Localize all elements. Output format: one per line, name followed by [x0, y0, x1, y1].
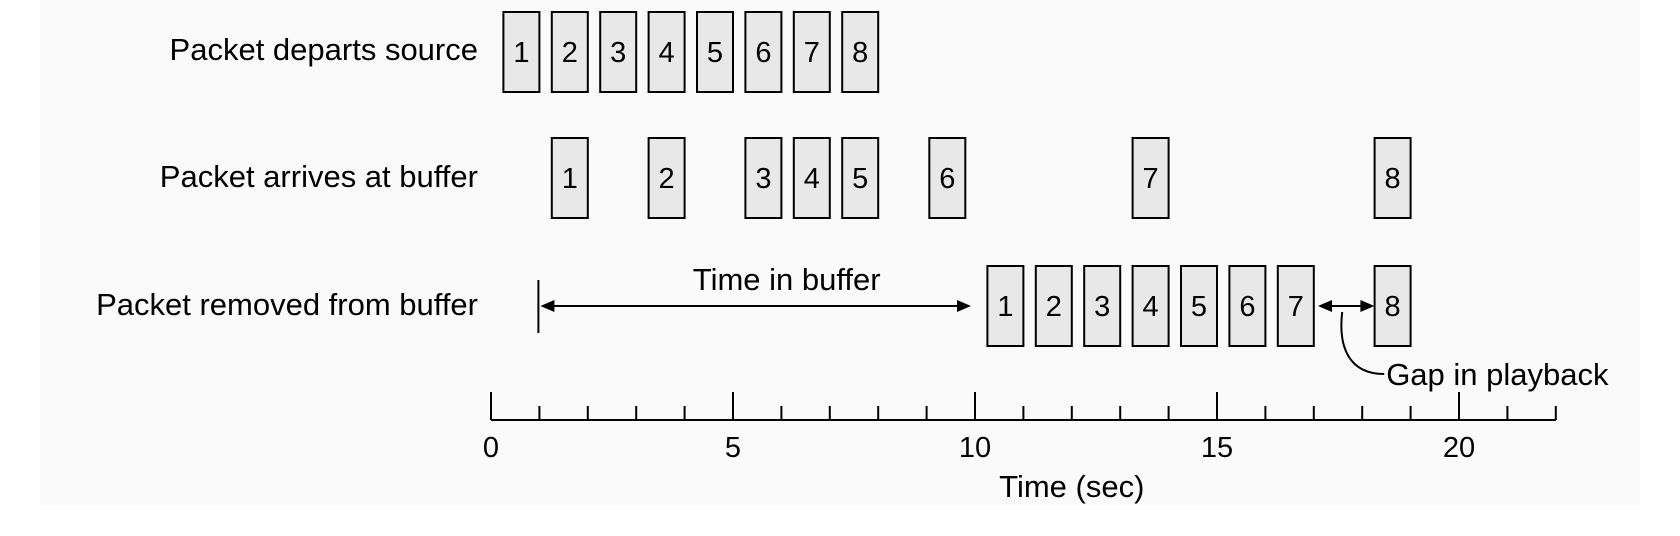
time-in-buffer-annotation: Time in buffer — [537, 262, 971, 333]
packet-departs-7: 7 — [792, 11, 831, 93]
packet-removed-4: 4 — [1131, 265, 1170, 347]
tick-label-10: 10 — [959, 432, 991, 464]
packet-boxes: 1 2 3 4 5 6 7 81 2 3 4 5 6 7 81 2 3 4 5 6 7 8 — [502, 11, 1412, 347]
diagram-background — [40, 0, 1640, 505]
packet-number: 4 — [1143, 291, 1159, 323]
packet-box — [647, 11, 686, 93]
packet-number: 6 — [755, 37, 771, 69]
packet-departs-4: 4 — [647, 11, 686, 93]
packet-box — [1373, 137, 1412, 219]
packet-number: 8 — [1385, 291, 1401, 323]
packet-number: 4 — [659, 37, 675, 69]
row-label-departs: Packet departs source — [170, 32, 478, 67]
packet-removed-8: 8 — [1373, 265, 1412, 347]
packet-removed-1: 1 — [986, 265, 1025, 347]
time-axis: 0 5 10 15 20 Time (sec) — [483, 392, 1557, 504]
packet-removed-2: 2 — [1034, 265, 1073, 347]
gap-arrowhead-right — [1360, 300, 1375, 312]
packet-number: 1 — [513, 37, 529, 69]
packet-departs-5: 5 — [696, 11, 734, 93]
gap-in-playback-label: Gap in playback — [1386, 357, 1609, 392]
packet-arrives-4: 4 — [792, 137, 831, 219]
packet-departs-2: 2 — [550, 11, 589, 93]
packet-departs-6: 6 — [744, 11, 783, 93]
time-in-buffer-arrowhead-left — [540, 300, 555, 312]
packet-removed-5: 5 — [1180, 265, 1218, 347]
packet-arrives-8: 8 — [1373, 137, 1412, 219]
packet-number: 1 — [562, 163, 578, 195]
packet-box — [550, 11, 589, 93]
packet-box — [1131, 265, 1170, 347]
packet-arrives-1: 1 — [550, 137, 589, 219]
packet-number: 4 — [804, 163, 820, 195]
packet-number: 3 — [610, 37, 626, 69]
packet-box — [1228, 265, 1267, 347]
packet-number: 5 — [852, 163, 868, 195]
packet-number: 8 — [1385, 163, 1401, 195]
packet-number: 6 — [939, 163, 955, 195]
tick-label-20: 20 — [1443, 432, 1475, 464]
packet-departs-1: 1 — [502, 11, 541, 93]
packet-number: 5 — [1191, 291, 1207, 323]
packet-arrives-6: 6 — [928, 137, 967, 219]
packet-box — [696, 11, 734, 93]
packet-number: 7 — [804, 37, 820, 69]
packet-box — [792, 11, 831, 93]
packet-number: 2 — [562, 37, 578, 69]
packet-departs-8: 8 — [841, 11, 880, 93]
packet-number: 3 — [1094, 291, 1110, 323]
packet-number: 7 — [1143, 163, 1159, 195]
packet-number: 7 — [1288, 291, 1304, 323]
packet-box — [1034, 265, 1073, 347]
packet-box — [502, 11, 541, 93]
packet-arrives-5: 5 — [841, 137, 880, 219]
time-in-buffer-label: Time in buffer — [693, 262, 881, 297]
time-axis-ticks: 0 5 10 15 20 — [483, 392, 1557, 464]
packet-number: 5 — [707, 37, 723, 69]
tick-label-5: 5 — [725, 432, 741, 464]
packet-box — [1131, 137, 1170, 219]
packet-box — [986, 265, 1025, 347]
time-axis-title: Time (sec) — [999, 469, 1144, 504]
tick-label-15: 15 — [1201, 432, 1233, 464]
packet-box — [744, 11, 783, 93]
packet-box — [1276, 265, 1315, 347]
packet-removed-6: 6 — [1228, 265, 1267, 347]
packet-box — [744, 137, 783, 219]
packet-arrives-7: 7 — [1131, 137, 1170, 219]
packet-number: 2 — [1046, 291, 1062, 323]
packet-box — [1373, 265, 1412, 347]
time-in-buffer-arrowhead-right — [957, 300, 971, 312]
packet-box — [550, 137, 589, 219]
packet-box — [841, 11, 880, 93]
packet-arrives-3: 3 — [744, 137, 783, 219]
packet-number: 2 — [659, 163, 675, 195]
packet-number: 1 — [997, 291, 1013, 323]
row-label-removed: Packet removed from buffer — [96, 287, 478, 322]
packet-arrives-2: 2 — [647, 137, 686, 219]
packet-number: 3 — [755, 163, 771, 195]
packet-removed-3: 3 — [1083, 265, 1122, 347]
packet-box — [928, 137, 967, 219]
packet-box — [1180, 265, 1218, 347]
packet-box — [792, 137, 831, 219]
gap-leader-line — [1340, 311, 1385, 375]
row-label-arrives: Packet arrives at buffer — [160, 159, 478, 194]
gap-in-playback-annotation: Gap in playback — [1318, 300, 1609, 392]
packet-number: 6 — [1239, 291, 1255, 323]
packet-box — [1083, 265, 1122, 347]
packet-removed-7: 7 — [1276, 265, 1315, 347]
tick-label-0: 0 — [483, 432, 499, 464]
gap-arrowhead-left — [1318, 300, 1332, 312]
packet-box — [599, 11, 638, 93]
packet-box — [647, 137, 686, 219]
packet-number: 8 — [852, 37, 868, 69]
packet-box — [841, 137, 880, 219]
packet-departs-3: 3 — [599, 11, 638, 93]
